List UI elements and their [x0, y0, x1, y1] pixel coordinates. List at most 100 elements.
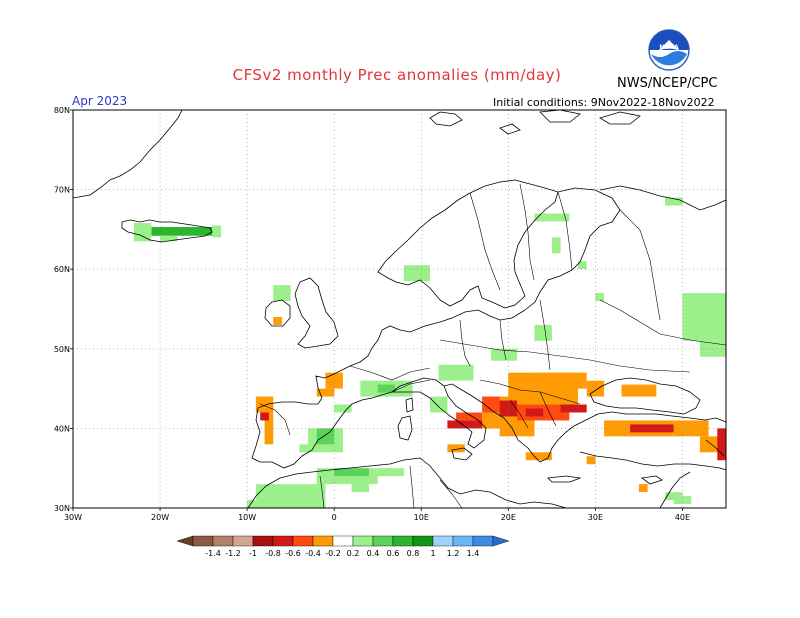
colorbar-label: -1	[249, 549, 257, 558]
valid-month-label: Apr 2023	[72, 94, 128, 108]
colorbar-low-triangle	[176, 535, 194, 547]
anomaly-cell	[717, 428, 726, 461]
anomaly-cell	[638, 484, 648, 493]
lat-tick-label: 60N	[54, 265, 70, 274]
colorbar-label: 0.8	[407, 549, 420, 558]
anomaly-cell	[534, 372, 587, 389]
colorbar-label: 0.6	[387, 549, 400, 558]
anomaly-cell	[673, 496, 692, 505]
anomaly-cell	[255, 484, 326, 508]
anomaly-cell	[260, 412, 269, 421]
lon-tick-label: 10W	[238, 513, 256, 522]
anomaly-cell	[160, 235, 178, 242]
anomaly-cell	[534, 324, 552, 341]
chart-title: CFSv2 monthly Prec anomalies (mm/day)	[232, 66, 562, 84]
colorbar: -1.4 -1.2 -1 -0.8 -0.6 -0.4 -0.2 0.2 0.4 0.6 0.8 1 1…	[176, 535, 510, 558]
initial-conditions-label: Initial conditions: 9Nov2022-18Nov2022	[493, 96, 715, 109]
anomaly-cell	[621, 384, 657, 397]
colorbar-swatch	[292, 535, 314, 547]
colorbar-label: 1.2	[447, 549, 460, 558]
colorbar-swatch	[412, 535, 434, 547]
colorbar-label: 0.2	[347, 549, 360, 558]
colorbar-swatch	[252, 535, 274, 547]
anomaly-cell	[151, 227, 213, 236]
colorbar-label: 1	[430, 549, 435, 558]
lon-tick-label: 20W	[151, 513, 169, 522]
lon-tick-label: 20E	[501, 513, 516, 522]
anomaly-cell	[699, 340, 726, 357]
colorbar-swatch	[232, 535, 254, 547]
colorbar-label: -0.2	[325, 549, 341, 558]
anomaly-cell	[247, 500, 265, 508]
anomaly-cell	[273, 285, 291, 302]
colorbar-label: -0.8	[265, 549, 281, 558]
anomaly-cell	[525, 452, 552, 461]
anomaly-cell	[377, 384, 396, 393]
country-borders	[259, 183, 727, 509]
anomaly-cell	[212, 225, 222, 238]
colorbar-label: 1.4	[467, 549, 480, 558]
colorbar-label: -0.4	[305, 549, 321, 558]
anomaly-cell	[499, 400, 518, 417]
colorbar-label: -0.6	[285, 549, 301, 558]
colorbar-swatch	[212, 535, 234, 547]
anomaly-cell	[551, 237, 561, 254]
colorbar-swatch	[472, 535, 494, 547]
colorbar-label: -1.4	[205, 549, 221, 558]
colorbar-label: -1.2	[225, 549, 241, 558]
noaa-logo: NOAA	[648, 29, 690, 71]
anomaly-shading	[133, 197, 726, 508]
anomaly-cell	[334, 404, 352, 413]
anomaly-cell	[482, 396, 500, 413]
anomaly-cell	[490, 348, 518, 361]
colorbar-swatch	[332, 535, 354, 547]
map-gridlines	[73, 110, 726, 508]
map-border	[72, 109, 727, 509]
anomaly-cell	[586, 456, 596, 465]
anomaly-cell	[595, 293, 605, 302]
anomaly-cell	[316, 388, 335, 397]
anomaly-cell	[586, 380, 605, 397]
anomaly-cell	[299, 444, 317, 453]
anomaly-cell	[264, 404, 274, 445]
lon-tick-label: 40E	[675, 513, 690, 522]
anomaly-cell	[325, 372, 343, 389]
anomaly-cell	[316, 428, 335, 445]
anomaly-cell	[447, 444, 465, 453]
anomaly-cell	[682, 293, 726, 341]
anomaly-cell	[534, 213, 570, 222]
anomaly-cell	[133, 223, 152, 242]
colorbar-swatch	[392, 535, 414, 547]
lat-tick-label: 70N	[54, 186, 70, 195]
lat-tick-label: 80N	[54, 106, 70, 115]
lon-tick-label: 30E	[588, 513, 603, 522]
anomaly-cell	[673, 420, 709, 437]
anomaly-cell	[665, 197, 683, 206]
lon-tick-label: 30W	[64, 513, 82, 522]
anomaly-cell	[403, 265, 430, 282]
colorbar-label: 0.4	[367, 549, 380, 558]
colorbar-swatch	[272, 535, 294, 547]
agency-label: NWS/NCEP/CPC	[617, 76, 718, 91]
lat-tick-label: 50N	[54, 345, 70, 354]
anomaly-cell	[438, 364, 474, 381]
lon-tick-label: 0	[332, 513, 337, 522]
anomaly-cell	[351, 484, 370, 493]
lat-tick-label: 30N	[54, 504, 70, 513]
axis-tick-labels: 30W 20W 10W 0 10E 20E 30E 40E 30N 40N 50N 60N 70N 80N	[54, 106, 690, 522]
colorbar-high-triangle	[492, 535, 510, 547]
anomaly-cell	[429, 396, 448, 413]
lat-tick-label: 40N	[54, 424, 70, 433]
anomaly-cell	[577, 261, 587, 270]
colorbar-swatch	[192, 535, 214, 547]
anomaly-cell	[560, 404, 587, 413]
anomaly-cell	[447, 420, 491, 429]
anomaly-cell	[456, 412, 483, 421]
anomaly-cell	[630, 424, 674, 433]
coastlines	[72, 109, 727, 509]
colorbar-swatch	[452, 535, 474, 547]
anomaly-cell	[525, 408, 544, 417]
anomaly-cell	[377, 468, 404, 477]
colorbar-swatch	[312, 535, 334, 547]
